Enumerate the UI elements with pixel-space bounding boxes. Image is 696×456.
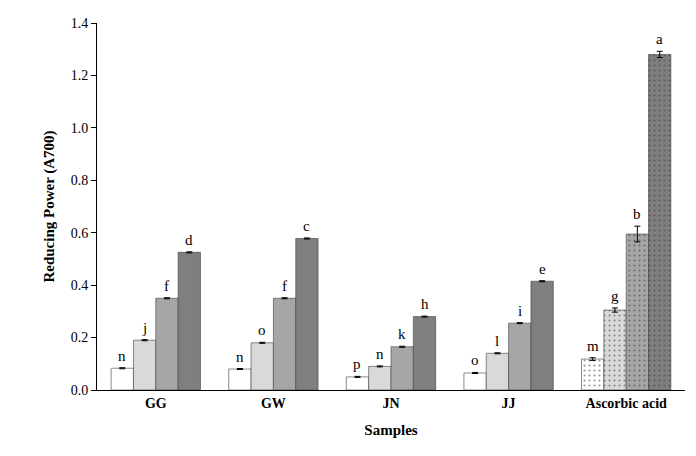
svg-text:p: p — [353, 356, 361, 372]
svg-text:c: c — [303, 218, 310, 234]
svg-text:Reducing Power (A700): Reducing Power (A700) — [41, 130, 58, 282]
svg-text:h: h — [421, 296, 429, 312]
svg-text:0.6: 0.6 — [71, 226, 89, 241]
svg-text:b: b — [633, 206, 641, 222]
svg-text:Ascorbic acid: Ascorbic acid — [586, 396, 667, 411]
svg-text:0.4: 0.4 — [71, 278, 89, 293]
svg-text:o: o — [258, 322, 266, 338]
svg-text:a: a — [656, 31, 663, 47]
svg-text:GG: GG — [145, 396, 167, 411]
svg-text:n: n — [236, 349, 244, 365]
svg-text:e: e — [539, 261, 546, 277]
svg-text:f: f — [282, 278, 287, 294]
svg-text:i: i — [518, 303, 522, 319]
svg-text:n: n — [376, 346, 384, 362]
svg-text:l: l — [495, 333, 499, 349]
svg-text:JJ: JJ — [502, 396, 516, 411]
svg-text:Samples: Samples — [364, 422, 418, 438]
svg-text:k: k — [398, 326, 406, 342]
svg-text:n: n — [118, 348, 126, 364]
svg-text:GW: GW — [261, 396, 286, 411]
svg-text:0.8: 0.8 — [71, 173, 89, 188]
svg-text:d: d — [185, 232, 193, 248]
svg-text:0.0: 0.0 — [71, 383, 89, 398]
svg-text:j: j — [142, 320, 147, 336]
svg-text:m: m — [587, 338, 599, 354]
svg-text:o: o — [471, 352, 479, 368]
svg-text:f: f — [164, 278, 169, 294]
svg-text:1.2: 1.2 — [71, 68, 89, 83]
svg-text:1.4: 1.4 — [71, 16, 89, 31]
svg-text:1.0: 1.0 — [71, 121, 89, 136]
svg-text:g: g — [611, 288, 619, 304]
svg-text:JN: JN — [382, 396, 399, 411]
svg-text:0.2: 0.2 — [71, 330, 89, 345]
